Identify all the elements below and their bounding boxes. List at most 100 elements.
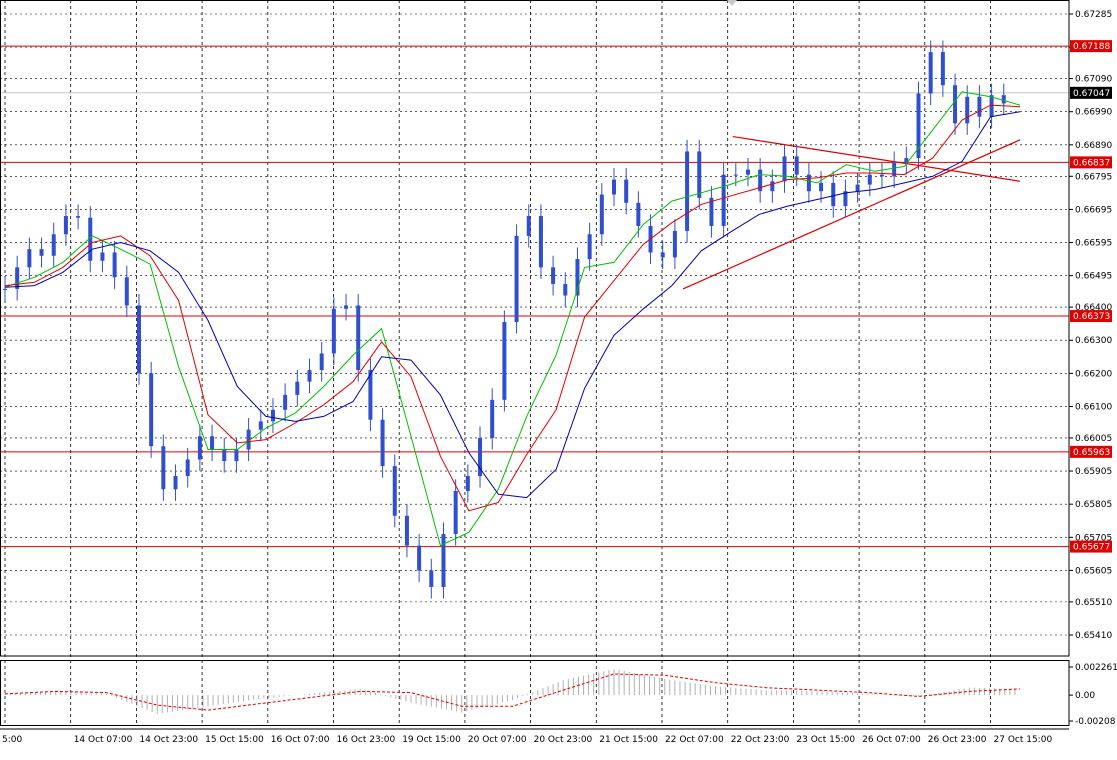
candle-body: [989, 95, 994, 117]
candles: [3, 40, 1006, 599]
y-tick-label: 0.66795: [1075, 172, 1112, 182]
candle-body: [672, 230, 677, 258]
candle-body: [380, 419, 385, 467]
candle-body: [940, 52, 945, 86]
price-level-label: 0.65963: [1073, 448, 1110, 458]
candle-body: [685, 151, 690, 231]
candle-body: [867, 174, 872, 185]
candle-body: [587, 234, 592, 260]
candle-body: [185, 459, 190, 477]
trendline[interactable]: [732, 135, 1021, 182]
oscillator-tick-label: 0.00: [1075, 691, 1095, 701]
candle-body: [331, 308, 336, 354]
trendlines[interactable]: [682, 135, 1021, 290]
price-level-tag: [1070, 540, 1112, 553]
candle-body: [855, 184, 860, 192]
x-tick-label: 16 Oct 23:00: [337, 735, 396, 745]
candle-body: [892, 163, 897, 177]
x-tick-label: 26 Oct 23:00: [928, 735, 987, 745]
candle-body: [758, 169, 763, 192]
oscillator-panel-bg: [0, 660, 1069, 725]
candle-body: [478, 437, 483, 477]
y-tick-label: 0.66400: [1075, 303, 1112, 313]
candle-body: [660, 252, 665, 258]
x-tick-label: 20 Oct 23:00: [534, 735, 593, 745]
chart-frame: [0, 0, 1070, 730]
candle-body: [368, 370, 373, 420]
x-tick-label: 26 Oct 07:00: [862, 735, 921, 745]
price-level-tag: [1070, 445, 1112, 458]
ma-slow-line: [4, 111, 1021, 499]
candle-body: [15, 267, 20, 289]
candle-body: [977, 96, 982, 117]
candle-body: [453, 490, 458, 534]
candle-body: [563, 283, 568, 296]
price-level-tag: [1070, 40, 1112, 53]
candle-body: [575, 259, 580, 296]
x-tick-label: 23 Oct 15:00: [796, 735, 855, 745]
candle-body: [88, 217, 93, 261]
y-tick-label: 0.66495: [1075, 272, 1112, 282]
candle-body: [39, 249, 44, 256]
price-level-label: 0.67188: [1073, 42, 1110, 52]
candle-body: [624, 179, 629, 203]
candle-body: [879, 174, 884, 177]
candle-body: [526, 216, 531, 236]
candle-body: [429, 570, 434, 587]
current-price-tag: [1070, 86, 1112, 99]
y-tick-label: 0.67285: [1075, 10, 1112, 20]
trendline[interactable]: [682, 139, 1021, 290]
y-tick-label: 0.65805: [1075, 500, 1112, 510]
candle-body: [124, 277, 129, 306]
candle-body: [928, 52, 933, 94]
x-tick-label: 14 Oct 07:00: [74, 735, 133, 745]
oscillator-panel: [4, 669, 1021, 714]
candle-body: [63, 216, 68, 235]
candle-body: [1001, 95, 1006, 104]
candle-body: [721, 174, 726, 226]
main-panel-frame: [0, 0, 1070, 657]
candle-body: [465, 476, 470, 491]
price-axis[interactable]: 0.672850.671850.670900.669900.668900.667…: [1069, 10, 1117, 727]
price-level-tag: [1070, 310, 1112, 323]
y-tick-label: 0.66595: [1075, 239, 1112, 249]
candle-body: [283, 394, 288, 410]
candle-body: [210, 436, 215, 450]
price-level-label: 0.66373: [1073, 312, 1110, 322]
x-tick-label: 5:00: [2, 735, 22, 745]
candle-body: [136, 305, 141, 374]
x-tick-label: 21 Oct 15:00: [599, 735, 658, 745]
candle-body: [770, 181, 775, 192]
candle-body: [149, 373, 154, 447]
y-tick-label: 0.65410: [1075, 631, 1112, 641]
candle-body: [319, 353, 324, 371]
candle-body: [745, 169, 750, 175]
y-tick-label: 0.65905: [1075, 467, 1112, 477]
y-tick-label: 0.66005: [1075, 434, 1112, 444]
y-tick-label: 0.65605: [1075, 566, 1112, 576]
x-tick-label: 20 Oct 07:00: [468, 735, 527, 745]
candle-body: [733, 174, 738, 176]
candle-body: [51, 234, 56, 256]
x-tick-label: 27 Oct 15:00: [994, 735, 1053, 745]
time-axis[interactable]: 5:00 14 Oct 07:00 14 Oct 23:00 15 Oct 15:00…: [2, 735, 1052, 745]
x-tick-label: 19 Oct 15:00: [402, 735, 461, 745]
candle-body: [222, 449, 227, 462]
chart-shift-marker-icon[interactable]: [727, 0, 737, 6]
candle-body: [3, 288, 7, 290]
gridlines: [0, 0, 1069, 725]
main-panel-bg: [0, 0, 1069, 656]
candle-body: [697, 151, 702, 198]
candle-body: [173, 476, 178, 490]
x-tick-label: 22 Oct 23:00: [731, 735, 790, 745]
oscillator-tick-label: 0.002261: [1075, 663, 1117, 673]
candle-body: [344, 305, 349, 309]
ma-mid-line: [4, 104, 1021, 512]
candle-body: [551, 267, 556, 284]
candle-body: [843, 191, 848, 207]
moving-averages: [4, 91, 1021, 547]
x-tick-label: 16 Oct 07:00: [271, 735, 330, 745]
y-tick-label: 0.65510: [1075, 598, 1112, 608]
